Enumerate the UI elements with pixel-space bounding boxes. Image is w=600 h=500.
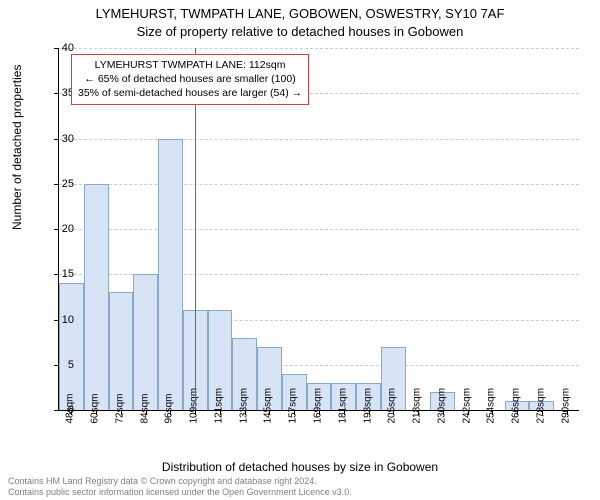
footer-line1: Contains HM Land Registry data © Crown c… bbox=[8, 476, 352, 487]
annotation-line2: ← 65% of detached houses are smaller (10… bbox=[78, 72, 302, 86]
histogram-bar bbox=[59, 283, 84, 410]
ytick-label: 20 bbox=[62, 223, 74, 235]
ytick-label: 40 bbox=[62, 42, 74, 54]
annotation-box: LYMEHURST TWMPATH LANE: 112sqm ← 65% of … bbox=[71, 54, 309, 105]
gridline bbox=[59, 48, 579, 49]
footer-attribution: Contains HM Land Registry data © Crown c… bbox=[8, 476, 352, 499]
histogram-bar bbox=[158, 139, 183, 411]
ytick-mark bbox=[54, 410, 59, 411]
ytick-mark bbox=[54, 139, 59, 140]
ytick-label: 15 bbox=[62, 268, 74, 280]
histogram-bar bbox=[133, 274, 158, 410]
chart-title-line1: LYMEHURST, TWMPATH LANE, GOBOWEN, OSWEST… bbox=[0, 6, 600, 21]
ytick-mark bbox=[54, 274, 59, 275]
ytick-label: 10 bbox=[62, 314, 74, 326]
ytick-label: 30 bbox=[62, 133, 74, 145]
ytick-label: 5 bbox=[68, 359, 74, 371]
ytick-mark bbox=[54, 93, 59, 94]
gridline bbox=[59, 184, 579, 185]
ytick-mark bbox=[54, 48, 59, 49]
histogram-bar bbox=[109, 292, 134, 410]
annotation-line3: 35% of semi-detached houses are larger (… bbox=[78, 86, 302, 100]
chart-container: LYMEHURST, TWMPATH LANE, GOBOWEN, OSWEST… bbox=[0, 0, 600, 500]
annotation-line1: LYMEHURST TWMPATH LANE: 112sqm bbox=[78, 58, 302, 72]
gridline bbox=[59, 139, 579, 140]
ytick-mark bbox=[54, 184, 59, 185]
chart-title-line2: Size of property relative to detached ho… bbox=[0, 24, 600, 39]
ytick-mark bbox=[54, 229, 59, 230]
histogram-bar bbox=[84, 184, 109, 410]
gridline bbox=[59, 229, 579, 230]
y-axis-label: Number of detached properties bbox=[10, 65, 24, 230]
footer-line2: Contains public sector information licen… bbox=[8, 487, 352, 498]
plot-area: LYMEHURST TWMPATH LANE: 112sqm ← 65% of … bbox=[58, 48, 579, 411]
ytick-label: 25 bbox=[62, 178, 74, 190]
x-axis-label: Distribution of detached houses by size … bbox=[0, 460, 600, 474]
